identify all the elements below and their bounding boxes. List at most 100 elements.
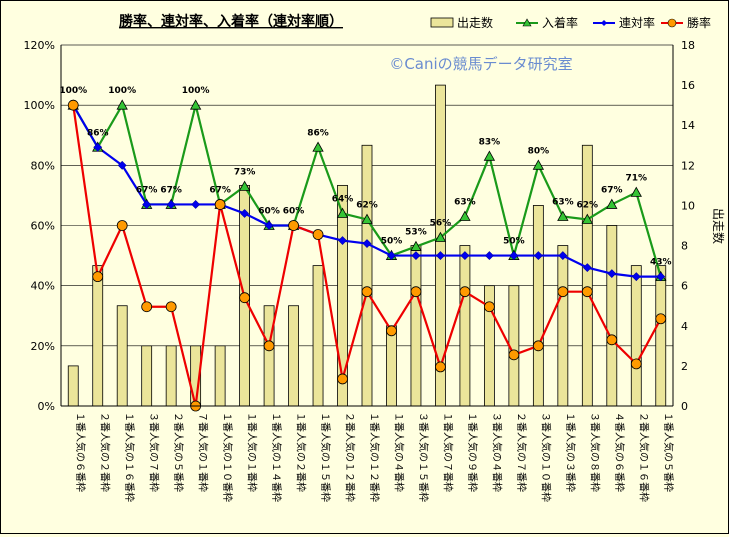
axes: 0% 20% 40% 60% 80% 100% 120% 0 2 4 6 8 10 12 14 16 18 １番人… bbox=[24, 39, 695, 502]
marker-circle bbox=[532, 340, 544, 352]
left-tick-label: 80% bbox=[31, 159, 55, 172]
right-tick-label: 12 bbox=[681, 159, 695, 172]
legend-label: 出走数 bbox=[457, 15, 493, 30]
right-tick-label: 14 bbox=[681, 119, 695, 132]
right-tick-label: 6 bbox=[681, 280, 688, 293]
bar bbox=[630, 265, 642, 407]
category-label: １番人気の１５番枠 bbox=[319, 412, 332, 502]
bar bbox=[361, 144, 373, 407]
marker-circle bbox=[67, 99, 79, 111]
marker-triangle bbox=[410, 240, 422, 251]
category-label: ３番人気の４番枠 bbox=[490, 412, 503, 492]
bar bbox=[410, 245, 422, 407]
category-label: １番人気の７番枠 bbox=[441, 412, 454, 492]
marker-diamond bbox=[509, 251, 519, 261]
marker-diamond bbox=[338, 236, 347, 245]
data-label: 63% bbox=[552, 197, 574, 207]
marker-circle bbox=[263, 340, 275, 352]
legend-marker bbox=[601, 20, 607, 26]
left-tick-label: 120% bbox=[24, 39, 55, 52]
data-label: 100% bbox=[59, 86, 87, 96]
category-label: ３番人気の７番枠 bbox=[148, 412, 161, 492]
marker-triangle bbox=[459, 210, 471, 221]
legend-label: 勝率 bbox=[687, 15, 711, 30]
data-label: 60% bbox=[283, 207, 305, 217]
marker-triangle bbox=[116, 99, 128, 110]
chart-title: 勝率、連対率、入着率（連対率順） bbox=[119, 13, 343, 30]
marker-circle bbox=[459, 286, 471, 298]
right-tick-label: 8 bbox=[681, 240, 688, 253]
category-label: ３番人気の１５番枠 bbox=[417, 412, 430, 502]
legend-swatch-bar bbox=[430, 17, 454, 28]
marker-circle bbox=[165, 301, 177, 313]
right-tick-label: 2 bbox=[681, 360, 688, 373]
marker-triangle bbox=[361, 213, 373, 224]
marker-circle bbox=[239, 292, 251, 304]
marker-triangle bbox=[336, 207, 349, 218]
legend: 出走数 入着率 連対率 勝率 bbox=[430, 15, 711, 30]
watermark-text: ©Caniの競馬データ研究室 bbox=[389, 55, 572, 73]
marker-circle bbox=[630, 358, 642, 370]
bar bbox=[288, 305, 299, 407]
category-label: １番人気の１番枠 bbox=[246, 412, 259, 492]
markers bbox=[67, 99, 667, 412]
data-label: 67% bbox=[209, 185, 231, 195]
marker-diamond bbox=[142, 200, 152, 209]
bar bbox=[92, 265, 104, 407]
marker-triangle bbox=[434, 231, 447, 242]
marker-diamond bbox=[166, 200, 176, 209]
category-label: １番人気の１２番枠 bbox=[368, 412, 381, 502]
marker-circle bbox=[655, 313, 667, 325]
marker-circle bbox=[337, 373, 348, 385]
data-labels: 100%86%100%67% 67%100%67%73%60% 60%86%64%6… bbox=[59, 86, 671, 267]
bar bbox=[532, 205, 544, 407]
left-tick-label: 100% bbox=[24, 99, 55, 112]
category-label: ３番人気の１０番枠 bbox=[539, 412, 552, 502]
data-label: 71% bbox=[626, 173, 648, 183]
category-label: ２番人気の７番枠 bbox=[515, 412, 528, 492]
data-label: 100% bbox=[108, 86, 136, 96]
data-label: 50% bbox=[503, 237, 525, 247]
marker-diamond bbox=[411, 251, 421, 261]
bar bbox=[459, 245, 471, 407]
marker-triangle bbox=[581, 213, 593, 224]
data-label: 62% bbox=[356, 200, 378, 210]
marker-circle bbox=[386, 325, 397, 337]
right-tick-label: 0 bbox=[681, 400, 688, 413]
marker-triangle bbox=[606, 198, 618, 209]
right-tick-label: 16 bbox=[681, 79, 695, 92]
category-label: １番人気の１６番枠 bbox=[123, 412, 136, 502]
bar bbox=[606, 225, 618, 407]
right-axis-label: 出走数 bbox=[711, 208, 726, 244]
bar bbox=[263, 305, 275, 407]
marker-diamond bbox=[631, 272, 641, 282]
data-label: 60% bbox=[258, 207, 280, 217]
category-label: ２番人気の１２番枠 bbox=[344, 412, 357, 502]
marker-diamond bbox=[362, 239, 372, 248]
marker-diamond bbox=[387, 251, 396, 261]
marker-diamond bbox=[607, 269, 617, 279]
data-label: 56% bbox=[430, 219, 452, 229]
data-label: 50% bbox=[381, 237, 403, 247]
bar bbox=[312, 265, 324, 407]
category-label: １番人気の１４番枠 bbox=[270, 412, 283, 502]
category-label: ２番人気の１６番枠 bbox=[637, 412, 650, 502]
data-label: 64% bbox=[332, 194, 354, 204]
left-tick-label: 40% bbox=[31, 280, 55, 293]
marker-triangle bbox=[238, 180, 251, 191]
legend-label: 入着率 bbox=[542, 15, 578, 30]
marker-diamond bbox=[93, 142, 103, 152]
category-label: ２番人気の５番枠 bbox=[172, 412, 185, 492]
marker-triangle bbox=[630, 186, 642, 197]
marker-triangle bbox=[532, 159, 545, 170]
marker-circle bbox=[581, 286, 593, 298]
bar bbox=[165, 345, 177, 407]
marker-circle bbox=[141, 301, 153, 313]
legend-marker bbox=[522, 18, 532, 27]
bar bbox=[116, 305, 128, 407]
legend-label: 連対率 bbox=[619, 15, 655, 30]
marker-diamond bbox=[460, 251, 470, 261]
bar bbox=[67, 365, 79, 407]
